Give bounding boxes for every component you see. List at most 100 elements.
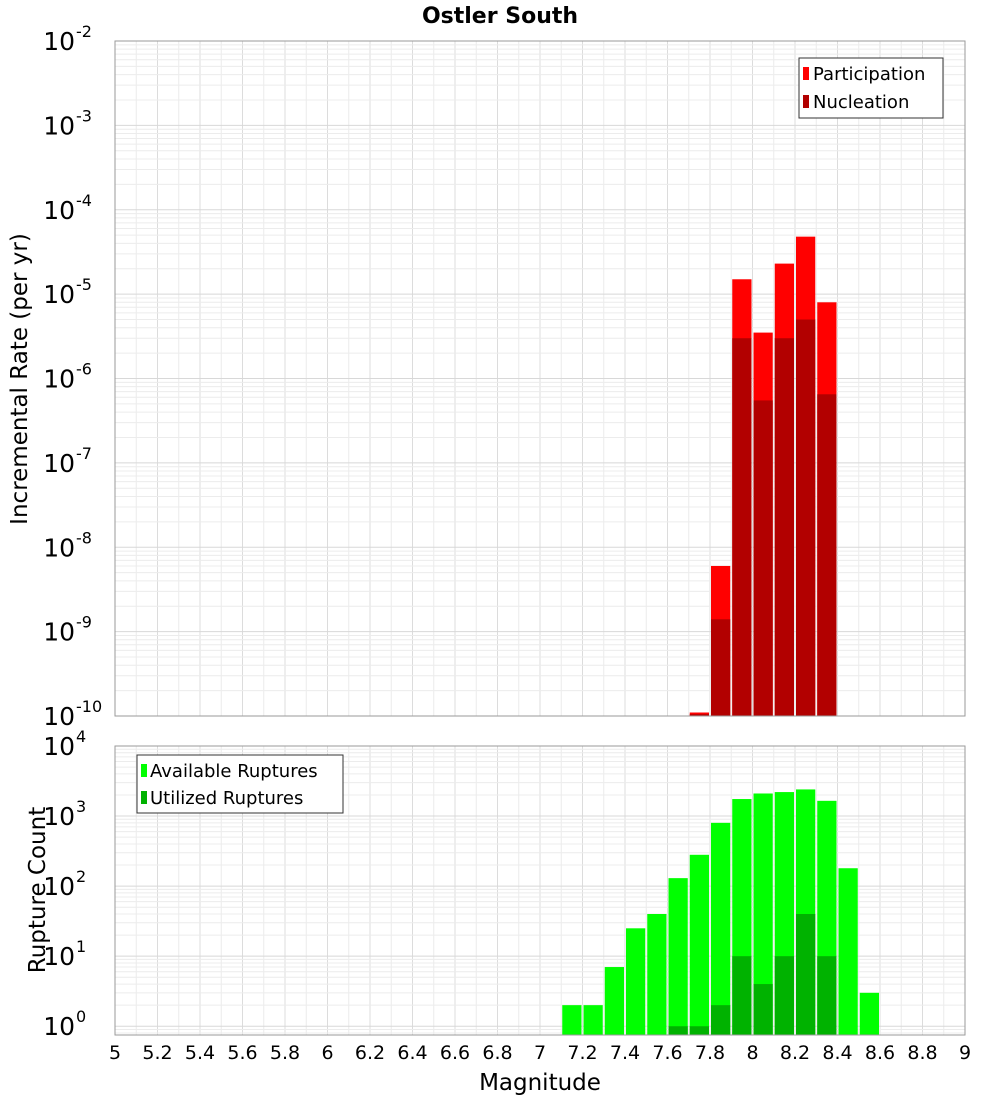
x-tick-label: 8.8 bbox=[907, 1042, 937, 1064]
legend-swatch-available bbox=[141, 764, 147, 777]
x-tick-label: 9 bbox=[959, 1042, 971, 1064]
bar-available-ruptures bbox=[859, 992, 879, 1035]
chart-title: Ostler South bbox=[422, 4, 578, 29]
bar-available-ruptures bbox=[689, 854, 709, 1035]
bar-nucleation bbox=[796, 319, 816, 716]
legend-swatch-nucleation bbox=[803, 95, 809, 108]
y-tick-label: 10 bbox=[43, 942, 75, 971]
top-plot-border bbox=[114, 40, 966, 717]
bar-nucleation bbox=[753, 400, 773, 716]
bar-available-ruptures bbox=[711, 822, 731, 1035]
bar-available-ruptures bbox=[668, 878, 688, 1035]
x-tick-label: 8.6 bbox=[865, 1042, 895, 1064]
x-tick-label: 6.8 bbox=[482, 1042, 512, 1064]
bar-available-ruptures bbox=[647, 914, 667, 1035]
legend-label-utilized: Utilized Ruptures bbox=[150, 788, 303, 809]
bar-utilized-ruptures bbox=[689, 1026, 709, 1035]
bar-utilized-ruptures bbox=[753, 984, 773, 1035]
x-tick-label: 5.8 bbox=[270, 1042, 300, 1064]
x-tick-label: 8.2 bbox=[780, 1042, 810, 1064]
x-tick-label: 8.4 bbox=[822, 1042, 852, 1064]
bar-utilized-ruptures bbox=[711, 1005, 731, 1035]
y-tick-exponent: -5 bbox=[76, 275, 92, 294]
bar-available-ruptures bbox=[583, 1005, 603, 1035]
legend-label-nucleation: Nucleation bbox=[813, 92, 909, 113]
y-tick-exponent: -2 bbox=[76, 22, 92, 41]
bar-utilized-ruptures bbox=[774, 956, 794, 1035]
legend-label-participation: Participation bbox=[813, 64, 925, 85]
bar-available-ruptures bbox=[753, 793, 773, 1035]
y-tick-label: 10 bbox=[43, 1012, 75, 1041]
y-tick-exponent: 2 bbox=[76, 867, 86, 886]
x-tick-label: 8 bbox=[746, 1042, 758, 1064]
bar-available-ruptures bbox=[626, 928, 646, 1035]
bottom-x-ticks: 5 5.2 5.4 5.6 5.8 6 6.2 6.4 6.6 6.8 7 7.2 7.4 7.6 7.8 8… bbox=[109, 1042, 971, 1064]
y-tick-exponent: 3 bbox=[76, 797, 86, 816]
bar-utilized-ruptures bbox=[668, 1026, 688, 1035]
top-legend-box bbox=[798, 57, 944, 119]
bar-nucleation bbox=[732, 338, 752, 716]
bottom-legend: Available Ruptures Utilized Ruptures bbox=[136, 754, 344, 814]
top-y-axis-label: Incremental Rate (per yr) bbox=[7, 233, 33, 525]
x-tick-label: 7.6 bbox=[652, 1042, 682, 1064]
bar-nucleation bbox=[817, 394, 837, 716]
bottom-plot-border bbox=[114, 745, 966, 1036]
y-tick-exponent: -6 bbox=[76, 360, 92, 379]
bar-utilized-ruptures bbox=[796, 914, 816, 1035]
top-gridlines bbox=[115, 41, 965, 716]
y-tick-exponent: 0 bbox=[76, 1007, 86, 1026]
y-tick-label: 10 bbox=[43, 702, 75, 731]
x-tick-label: 6.4 bbox=[397, 1042, 427, 1064]
bar-utilized-ruptures bbox=[732, 956, 752, 1035]
bar-available-ruptures bbox=[562, 1005, 582, 1035]
x-tick-label: 6 bbox=[321, 1042, 333, 1064]
bottom-y-axis-label: Rupture Count bbox=[25, 807, 51, 973]
legend-label-available: Available Ruptures bbox=[150, 761, 318, 782]
y-tick-label: 10 bbox=[43, 618, 75, 647]
y-tick-label: 10 bbox=[43, 111, 75, 140]
x-tick-label: 5.4 bbox=[185, 1042, 215, 1064]
y-tick-label: 10 bbox=[43, 449, 75, 478]
bar-available-ruptures bbox=[838, 868, 858, 1035]
y-tick-label: 10 bbox=[43, 533, 75, 562]
x-tick-label: 5.6 bbox=[227, 1042, 257, 1064]
legend-swatch-participation bbox=[803, 67, 809, 80]
y-tick-exponent: 1 bbox=[76, 937, 86, 956]
bar-nucleation bbox=[689, 714, 709, 716]
x-tick-label: 6.6 bbox=[440, 1042, 470, 1064]
y-tick-exponent: -7 bbox=[76, 444, 92, 463]
top-legend: Participation Nucleation bbox=[798, 57, 944, 119]
x-tick-label: 5.2 bbox=[142, 1042, 172, 1064]
x-tick-label: 7.2 bbox=[567, 1042, 597, 1064]
y-tick-exponent: 4 bbox=[76, 727, 86, 746]
y-tick-label: 10 bbox=[43, 872, 75, 901]
bar-nucleation bbox=[711, 619, 731, 716]
x-tick-label: 7 bbox=[534, 1042, 546, 1064]
legend-swatch-utilized bbox=[141, 791, 147, 804]
y-tick-exponent: -4 bbox=[76, 191, 92, 210]
x-tick-label: 5 bbox=[109, 1042, 121, 1064]
y-tick-exponent: -10 bbox=[76, 697, 102, 716]
x-tick-label: 7.4 bbox=[610, 1042, 640, 1064]
x-axis-label: Magnitude bbox=[479, 1070, 601, 1096]
y-tick-exponent: -3 bbox=[76, 106, 92, 125]
top-bars bbox=[689, 236, 837, 716]
bottom-bars bbox=[562, 789, 879, 1035]
y-tick-exponent: -9 bbox=[76, 613, 92, 632]
bottom-legend-box bbox=[136, 754, 344, 814]
y-tick-label: 10 bbox=[43, 27, 75, 56]
x-tick-label: 6.2 bbox=[355, 1042, 385, 1064]
y-tick-label: 10 bbox=[43, 802, 75, 831]
bar-utilized-ruptures bbox=[817, 956, 837, 1035]
y-tick-label: 10 bbox=[43, 196, 75, 225]
bar-available-ruptures bbox=[604, 967, 624, 1035]
bar-nucleation bbox=[774, 338, 794, 716]
y-tick-exponent: -8 bbox=[76, 528, 92, 547]
y-tick-label: 10 bbox=[43, 280, 75, 309]
y-tick-label: 10 bbox=[43, 732, 75, 761]
y-tick-label: 10 bbox=[43, 365, 75, 394]
x-tick-label: 7.8 bbox=[695, 1042, 725, 1064]
